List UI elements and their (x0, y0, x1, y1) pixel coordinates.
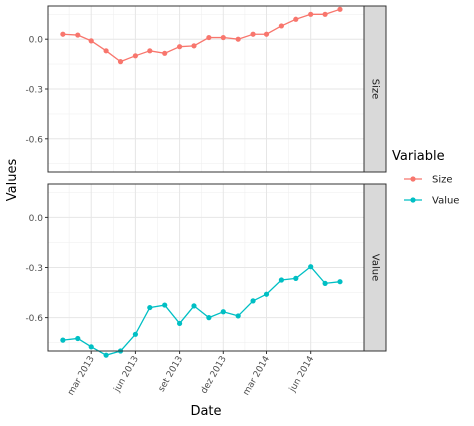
facet-strip-label: Value (370, 254, 381, 281)
data-point (206, 34, 212, 41)
x-tick-label: set 2013 (157, 355, 185, 394)
data-point (263, 31, 270, 37)
data-point (337, 279, 343, 285)
data-point (60, 31, 66, 37)
x-tick-label: jun 2014 (287, 354, 316, 394)
panel-size: 0.0 -0.3 -0.6 Size (25, 5, 387, 173)
y-axis-label: Values (5, 159, 20, 202)
y-tick-label: 0.0 (29, 214, 44, 224)
facet-strip (363, 5, 387, 173)
data-point (235, 36, 241, 42)
data-point (88, 344, 94, 350)
data-point (176, 320, 183, 327)
data-point (132, 53, 139, 59)
legend-item-size: Size (404, 175, 453, 186)
y-tick-label: -0.6 (25, 135, 43, 145)
data-point (147, 304, 153, 311)
y-tick-label: -0.3 (25, 264, 43, 274)
data-point (278, 23, 284, 29)
x-axis: mar 2013 jun 2013 set 2013 dez 2013 mar 2014… (66, 351, 316, 397)
data-point (263, 291, 270, 297)
x-tick-label: dez 2013 (199, 355, 229, 396)
data-point (322, 280, 328, 286)
x-tick-label: mar 2013 (66, 355, 97, 398)
legend-key-point (410, 176, 416, 182)
x-tick-label: jun 2013 (112, 355, 141, 395)
legend-item-label: Size (432, 175, 453, 186)
data-point (132, 331, 139, 337)
y-tick-label: 0.0 (29, 36, 44, 46)
data-point (60, 337, 66, 343)
data-point (103, 352, 109, 358)
data-point (308, 11, 314, 17)
data-point (75, 335, 81, 342)
data-point (322, 11, 328, 17)
data-point (191, 43, 197, 49)
legend-items: Size Value (404, 175, 459, 207)
data-point (117, 59, 124, 65)
data-point (220, 309, 226, 315)
data-point (147, 48, 153, 54)
legend-item-value: Value (404, 196, 459, 207)
data-point (162, 302, 168, 308)
data-point (162, 50, 168, 56)
data-point (88, 38, 94, 44)
data-point (250, 31, 256, 37)
legend-item-label: Value (432, 196, 459, 207)
data-point (278, 277, 284, 283)
data-point (337, 6, 343, 12)
facet-strip-label: Size (370, 79, 381, 100)
panel-value: 0.0 -0.3 -0.6 Value (25, 183, 387, 358)
data-point (75, 32, 81, 38)
data-point (206, 315, 212, 321)
panels-layer: 0.0 -0.3 -0.6 Size 0.0 -0.3 -0.6 Value (25, 5, 387, 358)
data-point (250, 298, 256, 304)
data-point (293, 16, 299, 22)
data-point (176, 44, 183, 50)
series-line-size (62, 8, 341, 63)
facet-strip (363, 183, 387, 352)
data-point (103, 48, 109, 54)
data-point (308, 264, 314, 270)
data-point (235, 313, 241, 319)
legend: Variable Size Value (392, 149, 459, 207)
legend-title: Variable (392, 149, 445, 164)
y-tick-label: -0.6 (25, 314, 43, 324)
y-tick-label: -0.3 (25, 86, 43, 96)
data-point (293, 275, 299, 281)
data-point (220, 34, 226, 41)
legend-key-point (410, 197, 416, 203)
x-axis-label: Date (190, 404, 221, 419)
x-tick-label: mar 2014 (242, 354, 273, 397)
data-point (191, 303, 197, 309)
